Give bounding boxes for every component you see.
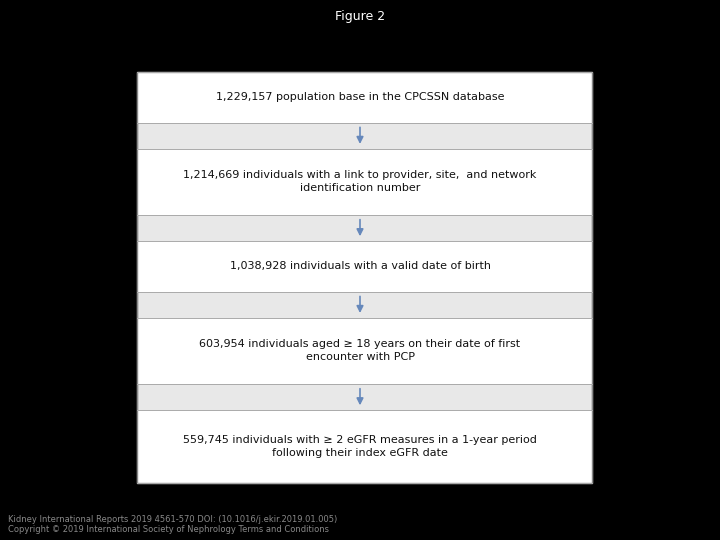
Bar — [137, 72, 592, 483]
Bar — [137, 72, 592, 123]
Text: 559,745 individuals with ≥ 2 eGFR measures in a 1-year period
following their in: 559,745 individuals with ≥ 2 eGFR measur… — [183, 435, 537, 458]
Text: 1,214,669 individuals with a link to provider, site,  and network
identification: 1,214,669 individuals with a link to pro… — [184, 170, 536, 193]
Text: Figure 2: Figure 2 — [335, 10, 385, 23]
Bar — [137, 241, 592, 292]
Text: Kidney International Reports 2019 4561-570 DOI: (10.1016/j.ekir.2019.01.005): Kidney International Reports 2019 4561-5… — [8, 516, 337, 524]
Text: 603,954 individuals aged ≥ 18 years on their date of first
encounter with PCP: 603,954 individuals aged ≥ 18 years on t… — [199, 339, 521, 362]
Text: Copyright © 2019 International Society of Nephrology Terms and Conditions: Copyright © 2019 International Society o… — [8, 524, 329, 534]
Bar — [137, 72, 592, 483]
Bar — [137, 410, 592, 483]
Bar — [137, 148, 592, 215]
Bar — [137, 318, 592, 384]
Text: 1,229,157 population base in the CPCSSN database: 1,229,157 population base in the CPCSSN … — [216, 92, 504, 102]
Text: 1,038,928 individuals with a valid date of birth: 1,038,928 individuals with a valid date … — [230, 261, 490, 271]
